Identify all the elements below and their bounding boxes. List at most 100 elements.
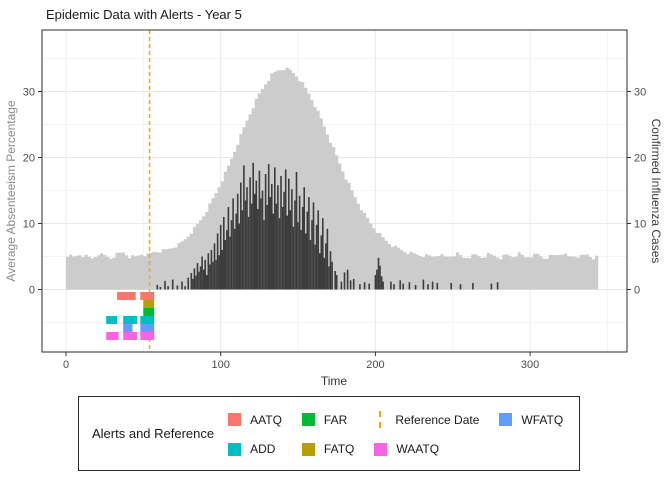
absenteeism-bar [201, 256, 203, 290]
absenteeism-bar [202, 269, 205, 290]
alert-tile-add [140, 316, 155, 324]
absenteeism-bar [306, 211, 309, 290]
alert-tile-fatq [143, 300, 155, 308]
absenteeism-bar [496, 282, 499, 290]
absenteeism-bar [305, 233, 307, 290]
absenteeism-bar [380, 276, 383, 290]
absenteeism-bar [271, 183, 273, 290]
absenteeism-bar [249, 177, 251, 290]
absenteeism-bar [311, 220, 313, 290]
legend-item-label: AATQ [250, 412, 282, 427]
legend-item-label: Reference Date [395, 412, 480, 427]
absenteeism-bar [314, 244, 316, 290]
alert-tile-aatq [140, 292, 155, 300]
absenteeism-bar [294, 200, 296, 290]
absenteeism-bar [274, 167, 276, 290]
absenteeism-bar [263, 220, 265, 290]
x-axis-title: Time [320, 374, 348, 388]
absenteeism-bar [221, 249, 223, 290]
absenteeism-bar [490, 283, 493, 290]
x-tick-label: 200 [366, 359, 384, 371]
legend-item-label: FATQ [323, 442, 355, 456]
far-swatch-icon [301, 413, 315, 426]
legend-title: Alerts and Reference [92, 426, 215, 441]
aatq-swatch-icon [228, 413, 242, 426]
absenteeism-bar [212, 261, 214, 290]
absenteeism-bar [261, 190, 264, 290]
y-left-tick-label: 10 [23, 219, 35, 231]
x-tick-label: 300 [521, 359, 539, 371]
absenteeism-bar [238, 223, 241, 290]
absenteeism-bar [322, 218, 324, 290]
absenteeism-bar [308, 197, 310, 290]
absenteeism-bar [414, 284, 417, 290]
absenteeism-bar [181, 281, 183, 290]
y-right-tick-label: 10 [634, 219, 646, 231]
absenteeism-bar [241, 210, 244, 290]
absenteeism-bar [164, 280, 166, 290]
alert-tile-waatq [140, 332, 155, 340]
alert-tile-wfatq [123, 324, 133, 332]
absenteeism-bar [167, 286, 169, 290]
absenteeism-bar [312, 202, 315, 290]
absenteeism-bar [399, 280, 401, 290]
absenteeism-bar [190, 273, 193, 290]
legend-item-label: ADD [250, 442, 276, 456]
right-y-axis-title: Confirmed Influenza Cases [649, 118, 663, 264]
reference-date-key-icon [379, 411, 382, 428]
absenteeism-bar [193, 268, 196, 290]
absenteeism-bar [427, 284, 429, 290]
absenteeism-bar [272, 213, 275, 290]
legend-item-label: WAATQ [396, 442, 440, 456]
fatq-swatch-icon [301, 442, 315, 456]
absenteeism-bar [253, 193, 256, 290]
y-left-tick-label: 0 [29, 285, 35, 297]
absenteeism-bar [255, 180, 258, 290]
absenteeism-bar [284, 169, 287, 290]
legend-item-add: ADD [228, 442, 282, 456]
absenteeism-bar [258, 170, 261, 290]
absenteeism-bar [329, 251, 332, 290]
absenteeism-bar [223, 216, 225, 290]
absenteeism-bar [159, 286, 162, 290]
absenteeism-bar [377, 257, 380, 290]
absenteeism-bar [240, 182, 242, 290]
absenteeism-bar [243, 165, 245, 290]
absenteeism-bar [297, 222, 299, 290]
absenteeism-bar [301, 207, 304, 290]
legend-item-waatq: WAATQ [374, 442, 479, 456]
absenteeism-bar [283, 191, 285, 290]
absenteeism-bar [218, 255, 220, 290]
absenteeism-bar [286, 215, 288, 290]
absenteeism-bar [346, 269, 349, 290]
absenteeism-bar [328, 266, 330, 290]
legend-item-fatq: FATQ [301, 442, 355, 456]
absenteeism-bar [266, 205, 268, 290]
absenteeism-bar [195, 275, 197, 290]
alert-tile-add [106, 316, 117, 324]
absenteeism-bar [436, 282, 439, 290]
absenteeism-bar [393, 284, 395, 290]
absenteeism-bar [260, 198, 262, 290]
absenteeism-bar [318, 253, 321, 290]
legend-item-wfatq: WFATQ [499, 413, 563, 427]
absenteeism-bar [300, 230, 302, 290]
absenteeism-bar [402, 283, 404, 290]
absenteeism-bar [213, 243, 216, 290]
alert-tile-aatq [117, 292, 136, 300]
absenteeism-bar [289, 210, 292, 290]
absenteeism-bar [340, 281, 343, 290]
absenteeism-bar [226, 230, 228, 290]
absenteeism-bar [264, 174, 267, 290]
absenteeism-bar [379, 265, 381, 290]
legend: Alerts and Reference AATQ ADD FAR FATQ Refer… [78, 396, 580, 471]
add-swatch-icon [228, 442, 242, 456]
wfatq-swatch-icon [499, 413, 513, 426]
x-tick-label: 100 [212, 359, 230, 371]
absenteeism-bar [281, 207, 284, 290]
absenteeism-bar [219, 224, 222, 290]
absenteeism-bar [215, 259, 217, 290]
absenteeism-bar [246, 187, 248, 290]
